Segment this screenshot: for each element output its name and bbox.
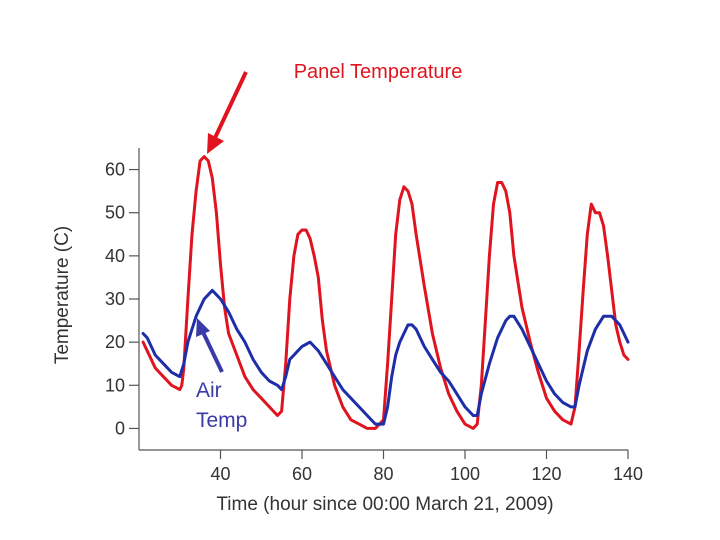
air-temp-line	[141, 288, 630, 426]
air-temp-label-line2: Temp	[196, 409, 247, 432]
panel-temperature-line	[141, 155, 630, 430]
panel-temperature-arrow	[212, 71, 248, 141]
y-tick-label: 30	[105, 289, 125, 309]
y-ticks: 0 10 20 30 40 50 60	[105, 160, 139, 438]
plot-area: 0 10 20 30 40 50 60 40 60 80 100 120 140	[105, 148, 643, 484]
panel-temperature-arrowhead	[207, 133, 224, 154]
series-layer	[141, 155, 630, 430]
x-tick-label: 120	[531, 464, 561, 484]
y-tick-label: 40	[105, 246, 125, 266]
y-tick-label: 0	[115, 418, 125, 438]
x-tick-label: 100	[450, 464, 480, 484]
air-temp-arrow	[200, 329, 224, 373]
panel-temperature-label: Panel Temperature	[294, 61, 463, 83]
air-temp-arrowhead	[196, 318, 210, 337]
x-tick-label: 60	[292, 464, 312, 484]
x-ticks: 40 60 80 100 120 140	[210, 450, 643, 484]
x-axis-title: Time (hour since 00:00 March 21, 2009)	[216, 494, 553, 515]
x-tick-label: 80	[373, 464, 393, 484]
y-tick-label: 60	[105, 160, 125, 180]
x-tick-label: 40	[210, 464, 230, 484]
y-tick-label: 20	[105, 332, 125, 352]
x-tick-label: 140	[613, 464, 643, 484]
y-tick-label: 10	[105, 375, 125, 395]
air-temp-label-line1: Air	[196, 379, 222, 402]
y-tick-label: 50	[105, 203, 125, 223]
y-axis-title: Temperature (C)	[52, 226, 73, 364]
